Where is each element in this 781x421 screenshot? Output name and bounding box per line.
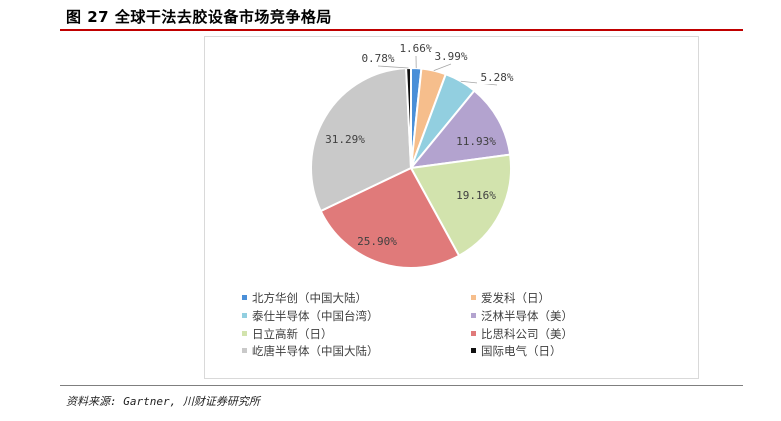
legend-label: 日立高新（日）: [252, 327, 333, 341]
leader-line: [377, 65, 409, 69]
pie-slice: [319, 166, 461, 269]
data-label: 11.93%: [456, 135, 496, 148]
source-note: 资料来源: Gartner, 川财证券研究所: [66, 395, 260, 408]
leader-line: [433, 63, 452, 71]
legend-label: 泰仕半导体（中国台湾）: [252, 309, 379, 323]
data-label: 5.28%: [480, 71, 513, 84]
data-label: 25.90%: [357, 235, 397, 248]
legend-label: 比思科公司（美）: [481, 327, 573, 341]
data-label: 1.66%: [399, 42, 432, 55]
data-label-bg: [396, 41, 436, 55]
data-label: 31.29%: [325, 133, 365, 146]
pie-slices: [310, 66, 512, 269]
legend-label: 泛林半导体（美）: [481, 309, 573, 323]
legend: 北方华创（中国大陆） 爱发科（日） 泰仕半导体（中国台湾） 泛林半导体（美） 日立高新（…: [242, 291, 573, 358]
legend-swatch: [242, 348, 247, 353]
title-rule: [60, 29, 743, 31]
legend-label: 爱发科（日）: [481, 291, 550, 305]
footer-rule: [60, 385, 743, 386]
data-label: 3.99%: [434, 50, 467, 63]
legend-swatch: [242, 331, 247, 336]
legend-label: 屹唐半导体（中国大陆）: [252, 344, 379, 358]
legend-swatch: [471, 313, 476, 318]
data-labels: 1.66%3.99% 5.28% 11.93% 19.16% 25.90% 31.29% 0…: [325, 41, 517, 248]
legend-label: 北方华创（中国大陆）: [252, 291, 367, 305]
legend-swatch: [242, 313, 247, 318]
data-label-bg: [358, 51, 398, 65]
legend-swatch: [471, 348, 476, 353]
legend-swatch: [471, 295, 476, 300]
pie-slice: [310, 67, 413, 213]
legend-swatch: [242, 295, 247, 300]
legend-swatch: [471, 331, 476, 336]
data-label: 19.16%: [456, 189, 496, 202]
pie-slice: [408, 89, 512, 170]
data-label: 0.78%: [361, 52, 394, 65]
chart-frame: [204, 36, 699, 379]
legend-label: 国际电气（日）: [481, 344, 562, 358]
figure-title: 图 27 全球干法去胶设备市场竞争格局: [66, 8, 332, 26]
pie-slice: [409, 153, 512, 258]
data-label-bg: [431, 49, 471, 63]
data-label-bg: [477, 70, 517, 84]
